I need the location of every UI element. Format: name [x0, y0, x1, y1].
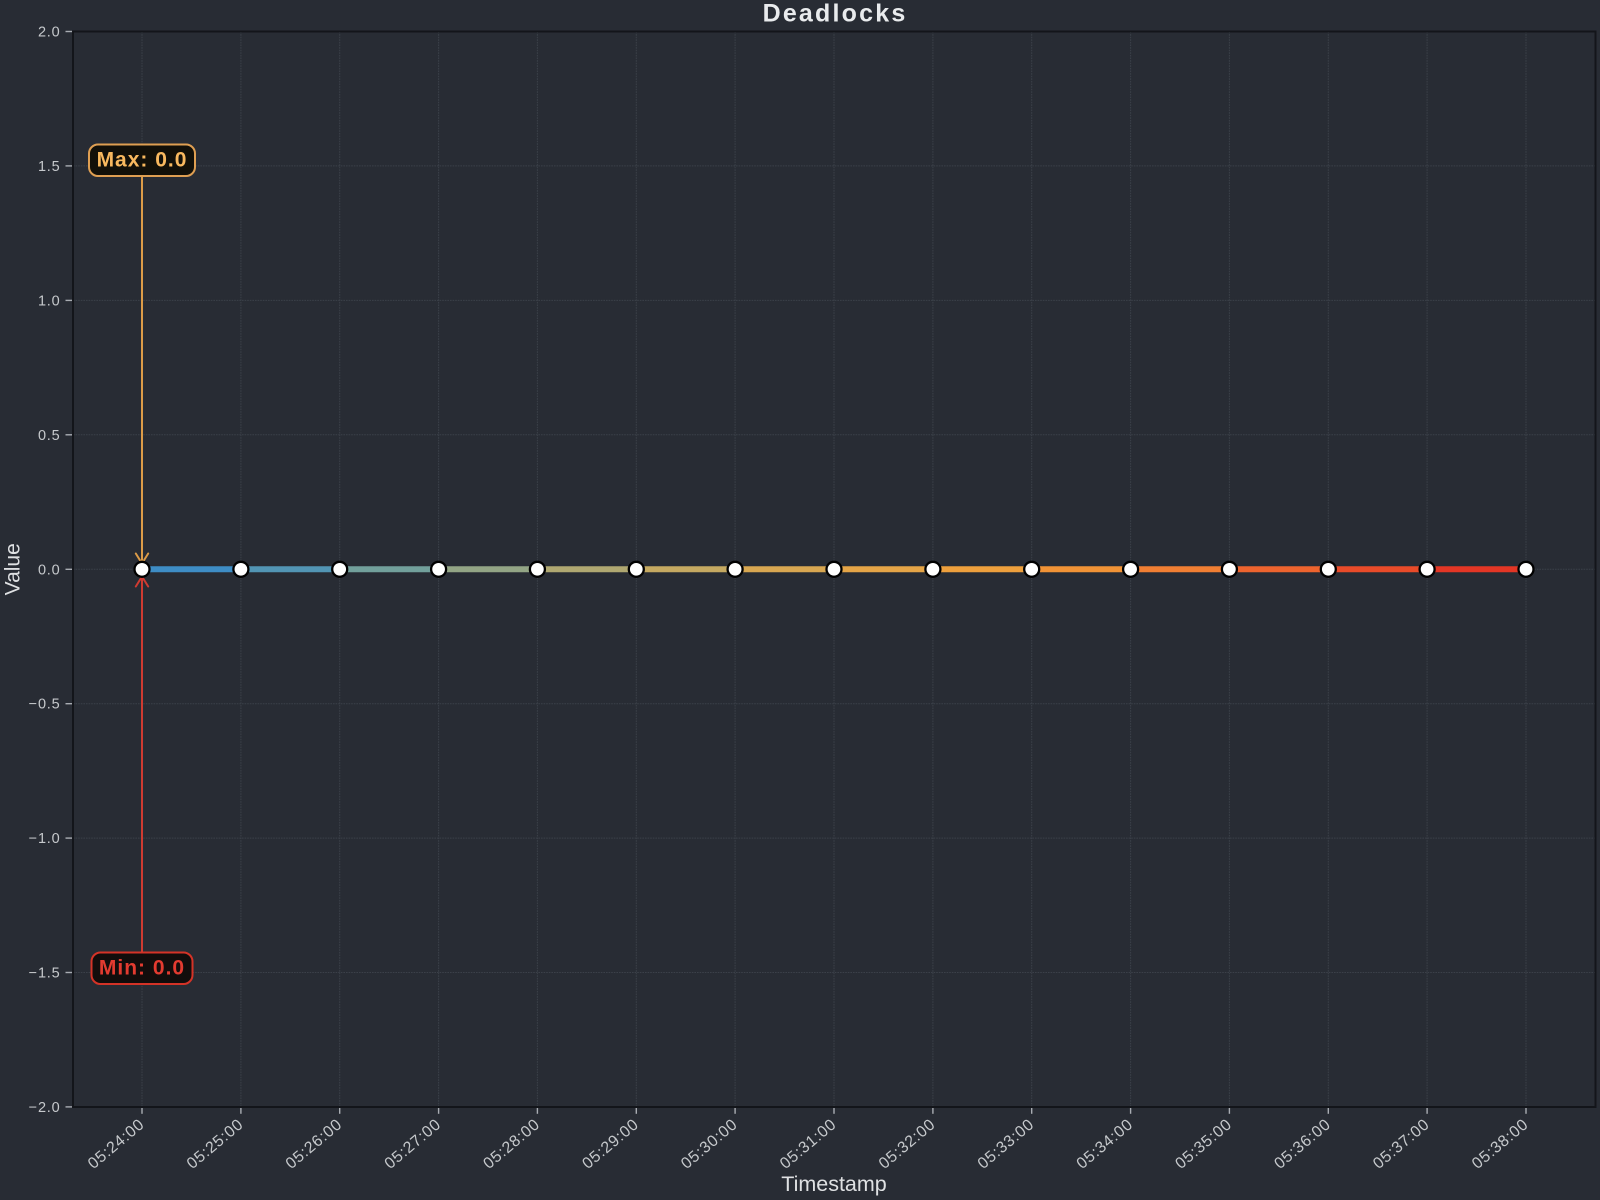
- svg-text:−1.5: −1.5: [29, 966, 61, 982]
- svg-text:0.0: 0.0: [38, 562, 61, 578]
- svg-text:−2.0: −2.0: [29, 1100, 61, 1116]
- svg-text:Deadlocks: Deadlocks: [763, 0, 908, 27]
- svg-text:1.0: 1.0: [38, 293, 61, 309]
- svg-text:Min: 0.0: Min: 0.0: [99, 957, 185, 980]
- svg-text:−0.5: −0.5: [29, 697, 61, 713]
- svg-text:1.5: 1.5: [38, 159, 61, 175]
- svg-text:2.0: 2.0: [38, 25, 61, 41]
- svg-text:0.5: 0.5: [38, 428, 61, 444]
- svg-text:Timestamp: Timestamp: [781, 1172, 887, 1196]
- svg-text:Value: Value: [2, 543, 25, 595]
- svg-text:−1.0: −1.0: [29, 831, 61, 847]
- svg-text:Max: 0.0: Max: 0.0: [97, 149, 188, 172]
